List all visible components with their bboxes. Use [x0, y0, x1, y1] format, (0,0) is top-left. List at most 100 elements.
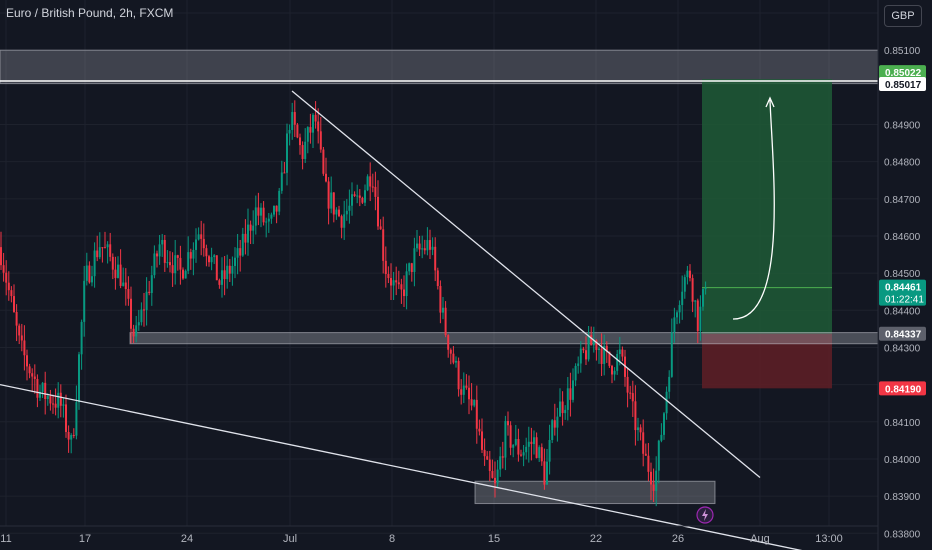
candle-body — [574, 365, 577, 381]
candle-body — [650, 471, 652, 485]
candle-body — [228, 265, 231, 274]
candle-body — [345, 210, 348, 215]
candle-body — [634, 401, 637, 431]
candle-body — [20, 335, 23, 341]
candle-body — [200, 234, 203, 239]
chart-title: Euro / British Pound, 2h, FXCM — [6, 6, 174, 20]
candle-body — [49, 396, 52, 404]
candle-body — [119, 264, 122, 286]
candle-body — [221, 270, 223, 285]
candle-body — [514, 439, 517, 445]
candle-body — [559, 401, 561, 417]
candle-body — [361, 197, 364, 203]
candle-body — [663, 413, 665, 435]
candle-body — [332, 192, 335, 215]
candle-body — [613, 370, 616, 375]
candle-body — [499, 456, 502, 470]
loss-zone — [702, 333, 832, 389]
candle-body — [369, 176, 372, 187]
candle-body — [364, 190, 366, 203]
candle-body — [184, 270, 187, 279]
candle-body — [512, 444, 515, 448]
candle-body — [639, 427, 642, 433]
candle-body — [171, 265, 174, 274]
candle-body — [439, 286, 442, 313]
candle-body — [247, 224, 249, 243]
candle-body — [54, 403, 57, 408]
candle-body — [312, 114, 314, 133]
candle-body — [483, 449, 486, 457]
candle-body — [314, 114, 317, 122]
candle-body — [611, 365, 613, 375]
candle-body — [78, 354, 80, 403]
candle-body — [5, 272, 8, 283]
candle-body — [132, 328, 135, 337]
candle-body — [418, 243, 421, 250]
candle-body — [39, 391, 41, 398]
candle-body — [348, 205, 351, 211]
candle-body — [83, 280, 86, 322]
candle-body — [444, 307, 447, 336]
currency-button[interactable]: GBP — [884, 5, 922, 27]
chart-grid — [0, 0, 878, 534]
candle-body — [462, 385, 465, 395]
candle-body — [600, 348, 603, 364]
candle-body — [88, 265, 91, 283]
candle-body — [442, 307, 444, 313]
candle-body — [608, 351, 611, 366]
candle-body — [475, 399, 478, 429]
candle-body — [517, 439, 520, 455]
candle-body — [702, 289, 704, 307]
price-label-last — [879, 279, 926, 306]
price-label-target — [879, 65, 926, 80]
candle-body — [434, 246, 437, 271]
time-tick-label: Jul — [283, 533, 297, 545]
candle-body — [215, 255, 218, 281]
candle-body — [564, 409, 567, 414]
candle-body — [98, 247, 101, 258]
price-tick-label: 0.84300 — [884, 343, 921, 354]
candle-body — [301, 145, 304, 159]
candle-body — [629, 392, 632, 394]
candle-body — [694, 300, 697, 302]
candle-body — [642, 432, 645, 454]
candle-body — [161, 239, 164, 245]
candle-body — [267, 218, 270, 222]
candle-body — [7, 282, 10, 291]
candle-body — [174, 255, 177, 274]
candle-body — [293, 112, 296, 125]
candle-body — [117, 264, 119, 278]
price-label-text: 0.84461 — [885, 283, 922, 294]
candle-body — [143, 309, 145, 311]
candle-body — [44, 382, 47, 400]
candle-body — [57, 392, 60, 408]
candle-body — [153, 253, 156, 276]
candle-body — [585, 350, 587, 360]
candle-body — [605, 345, 608, 352]
candle-body — [270, 214, 273, 219]
time-tick-label: 26 — [672, 533, 684, 545]
candle-body — [150, 275, 153, 293]
candle-body — [569, 388, 572, 400]
candle-body — [46, 396, 49, 400]
candle-body — [525, 446, 528, 453]
candle-body — [587, 335, 590, 360]
candle-body — [252, 225, 255, 231]
projection-arrow-head — [765, 96, 775, 108]
price-label-text: 0.85022 — [885, 68, 922, 79]
chart-misc — [696, 506, 714, 524]
candle-body — [127, 289, 130, 299]
candle-body — [140, 309, 143, 323]
candle-body — [59, 392, 62, 406]
candle-body — [166, 262, 169, 264]
candle-body — [556, 416, 559, 428]
resistance-zone — [0, 49, 879, 85]
price-tick-label: 0.84800 — [884, 158, 921, 169]
candle-body — [343, 214, 346, 228]
candle-body — [465, 385, 468, 388]
candle-body — [590, 335, 593, 346]
candle-body — [72, 435, 75, 437]
price-tick-label: 0.84700 — [884, 195, 921, 206]
candle-body — [299, 137, 301, 146]
